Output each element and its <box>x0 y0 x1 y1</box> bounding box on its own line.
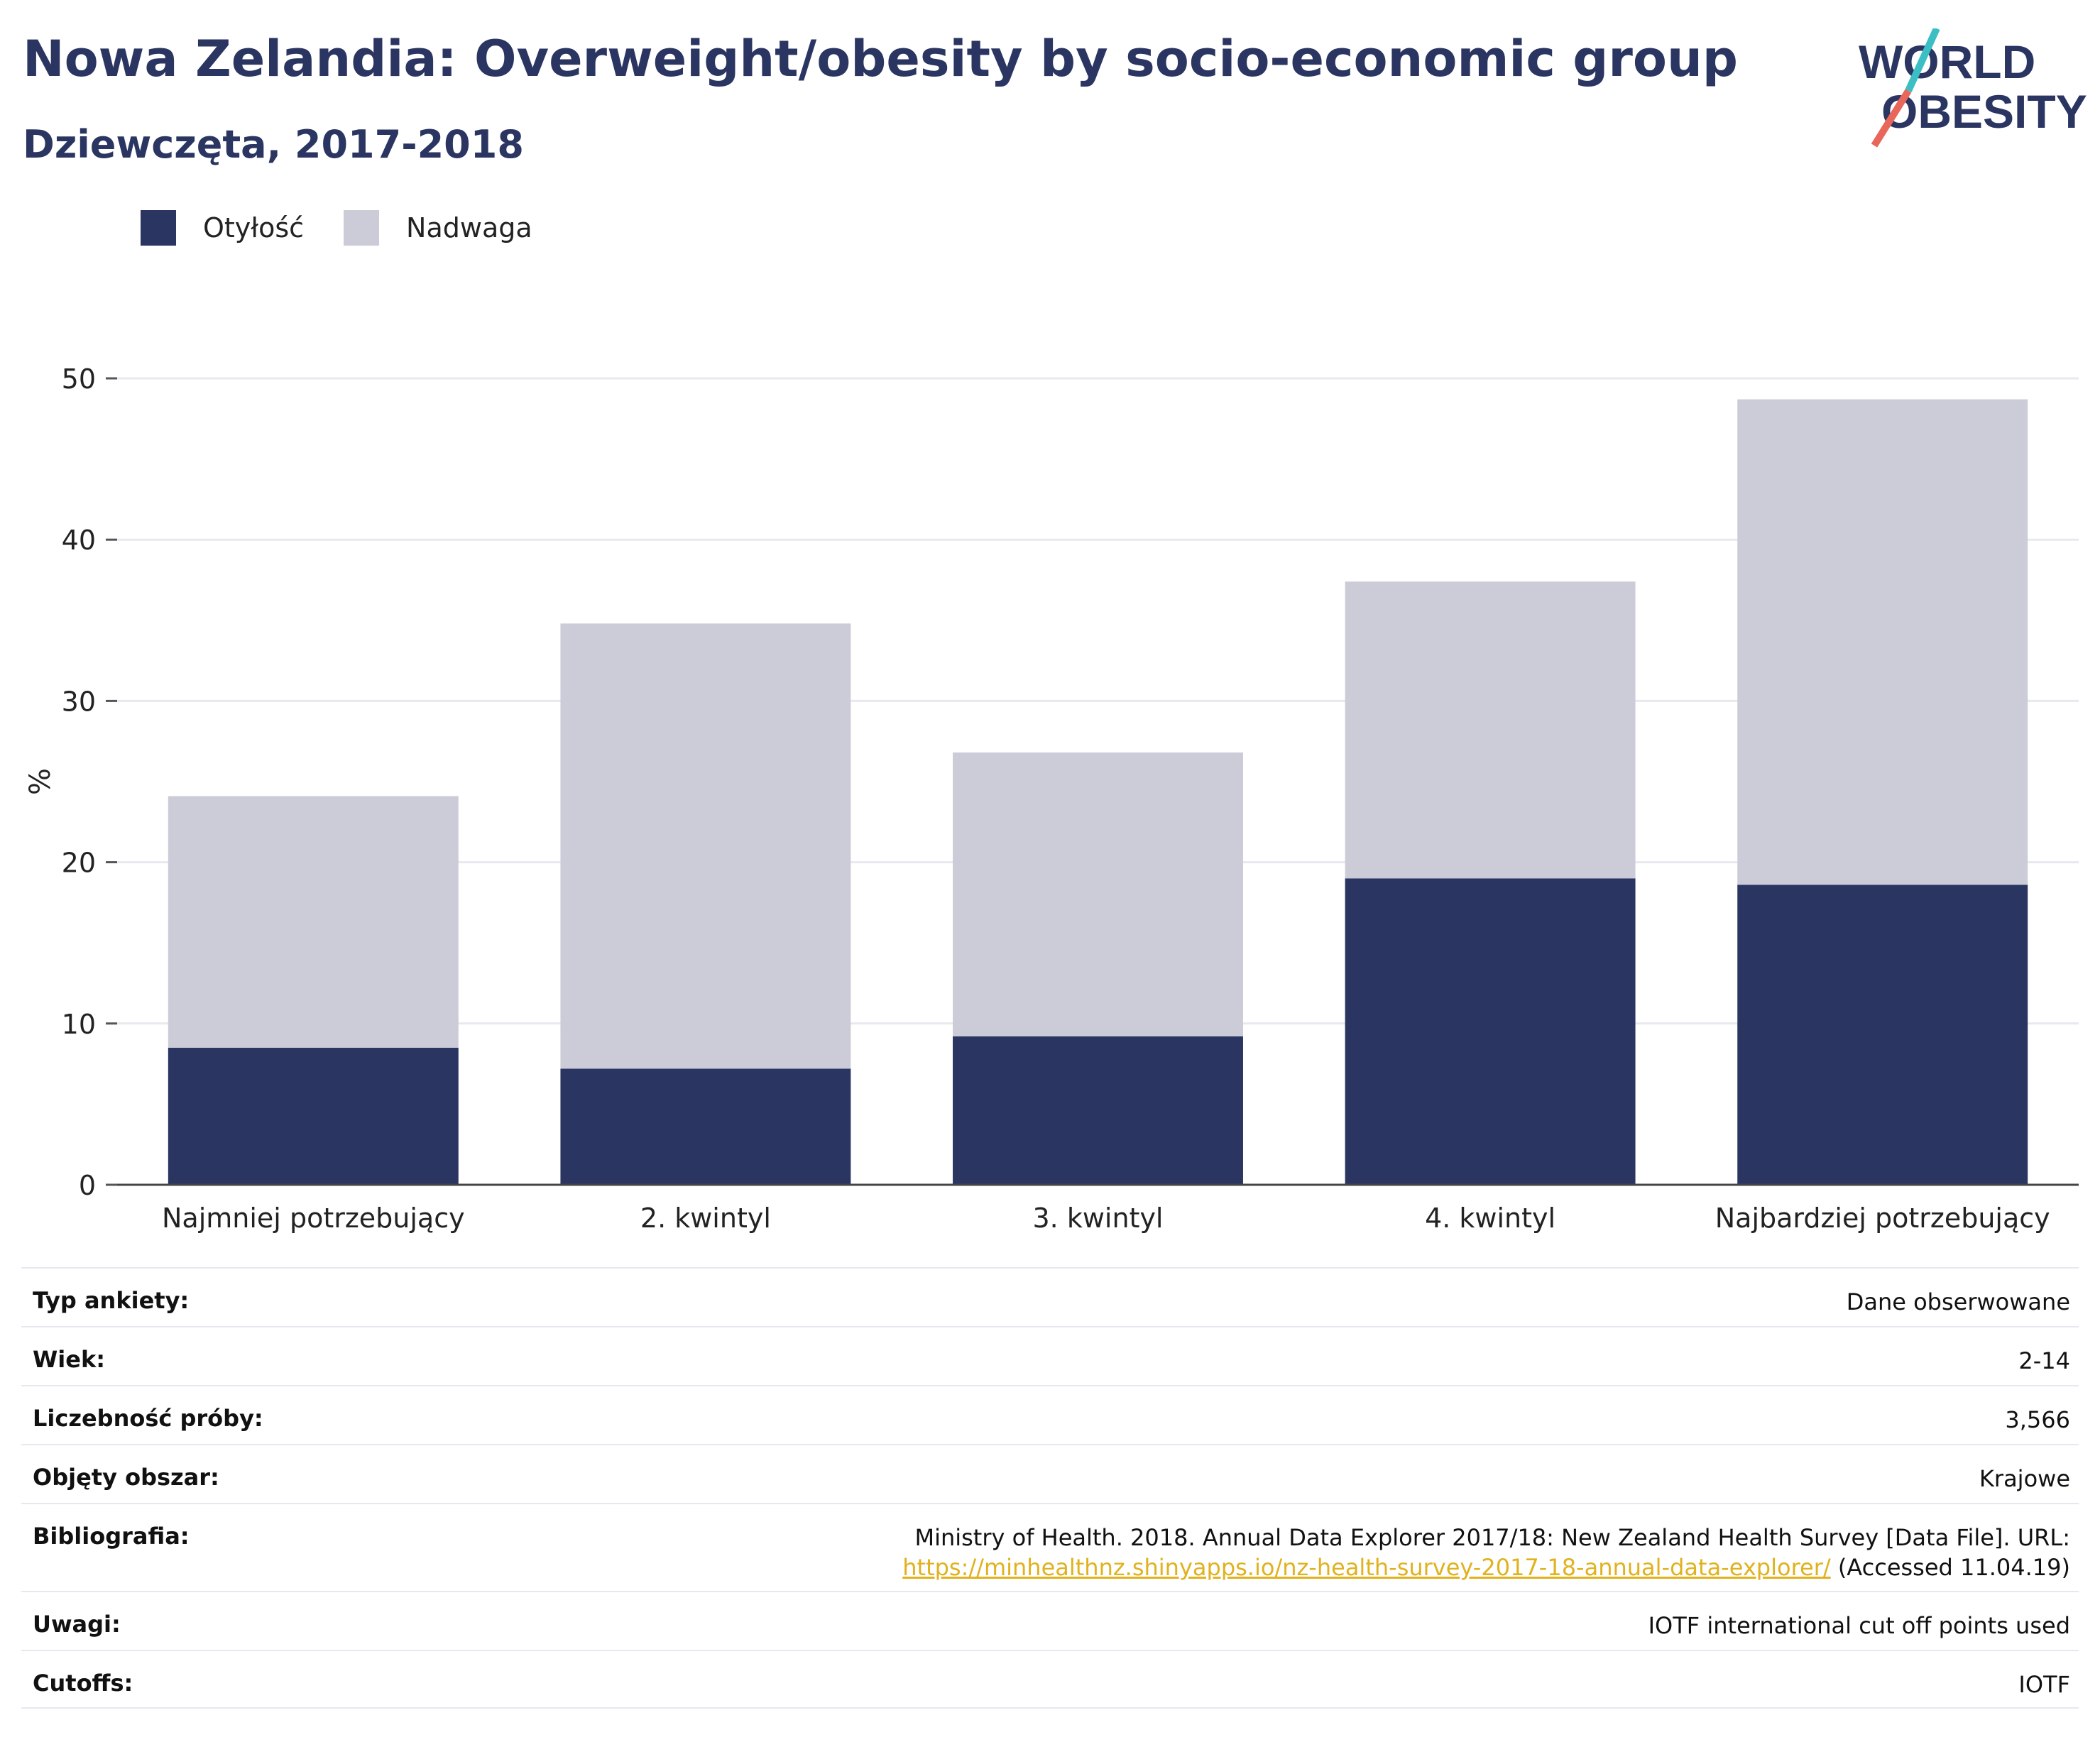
logo-line1: WORLD <box>1859 35 2035 88</box>
bar-overweight <box>1737 399 2028 885</box>
chart-title: Nowa Zelandia: Overweight/obesity by soc… <box>23 30 1738 88</box>
logo-slash-top <box>1905 28 1940 93</box>
x-tick-label: 4. kwintyl <box>1425 1203 1555 1234</box>
legend-item-overweight[interactable]: Nadwaga <box>344 210 532 246</box>
metadata-row: Uwagi: IOTF international cut off points … <box>21 1591 2079 1650</box>
metadata-row: Wiek: 2-14 <box>21 1326 2079 1385</box>
metadata-row: Typ ankiety: Dane obserwowane <box>21 1267 2079 1326</box>
metadata-label: Bibliografia: <box>33 1523 190 1550</box>
y-tick-label: 0 <box>79 1170 96 1201</box>
legend-item-obesity[interactable]: Otyłość <box>141 210 304 246</box>
legend-label-overweight: Nadwaga <box>406 212 532 243</box>
legend-label-obesity: Otyłość <box>203 212 305 243</box>
chart-legend: Otyłość Nadwaga <box>141 210 572 246</box>
metadata-label: Cutoffs: <box>33 1670 133 1697</box>
bibliography-link[interactable]: https://minhealthnz.shinyapps.io/nz-heal… <box>902 1554 1831 1581</box>
y-tick-label: 50 <box>62 363 96 395</box>
y-tick-label: 10 <box>62 1009 96 1040</box>
metadata-table: Typ ankiety: Dane obserwowane Wiek: 2-14 Lic… <box>21 1267 2079 1709</box>
metadata-value: 3,566 <box>2005 1406 2070 1433</box>
bar-obesity <box>168 1047 459 1185</box>
legend-swatch-overweight <box>344 210 380 246</box>
metadata-value: Ministry of Health. 2018. Annual Data Ex… <box>902 1524 2070 1581</box>
bar-obesity <box>560 1068 851 1185</box>
metadata-value: IOTF <box>2018 1671 2070 1698</box>
bar-obesity <box>1345 878 1636 1185</box>
logo-line2: OBESITY <box>1881 85 2087 138</box>
bar-overweight <box>1345 581 1636 879</box>
bar-obesity <box>1737 885 2028 1185</box>
metadata-row: Objęty obszar: Krajowe <box>21 1444 2079 1503</box>
metadata-label: Wiek: <box>33 1346 106 1373</box>
y-tick-label: 30 <box>62 686 96 717</box>
logo-slash-bottom <box>1871 89 1912 148</box>
y-tick-label: 40 <box>62 525 96 556</box>
metadata-value: Krajowe <box>1979 1465 2070 1492</box>
metadata-label: Liczebność próby: <box>33 1405 263 1432</box>
y-axis-label: % <box>24 768 57 795</box>
metadata-row: Bibliografia: Ministry of Health. 2018. A… <box>21 1503 2079 1591</box>
metadata-label: Uwagi: <box>33 1611 121 1638</box>
metadata-label: Objęty obszar: <box>33 1464 219 1491</box>
bar-overweight <box>953 752 1243 1036</box>
x-tick-label: 2. kwintyl <box>640 1203 771 1234</box>
world-obesity-logo: WORLD OBESITY <box>1859 28 2087 148</box>
metadata-value: IOTF international cut off points used <box>1648 1612 2070 1639</box>
metadata-row: Cutoffs: IOTF <box>21 1650 2079 1709</box>
bar-overweight <box>560 623 851 1069</box>
metadata-value: 2-14 <box>2018 1347 2070 1374</box>
chart-subtitle: Dziewczęta, 2017-2018 <box>23 122 524 167</box>
metadata-value: Dane obserwowane <box>1846 1288 2070 1315</box>
legend-swatch-obesity <box>141 210 176 246</box>
metadata-label: Typ ankiety: <box>33 1287 190 1314</box>
x-tick-label: Najbardziej potrzebujący <box>1715 1203 2050 1234</box>
y-tick-label: 20 <box>62 848 96 879</box>
bar-chart: 0 10 20 30 40 50% Najmniej potrzebujący 2. kwin… <box>24 363 2079 1234</box>
x-tick-label: Najmniej potrzebujący <box>162 1203 465 1234</box>
bar-obesity <box>953 1036 1243 1185</box>
metadata-row: Liczebność próby: 3,566 <box>21 1385 2079 1444</box>
bar-overweight <box>168 796 459 1048</box>
x-tick-label: 3. kwintyl <box>1032 1203 1163 1234</box>
